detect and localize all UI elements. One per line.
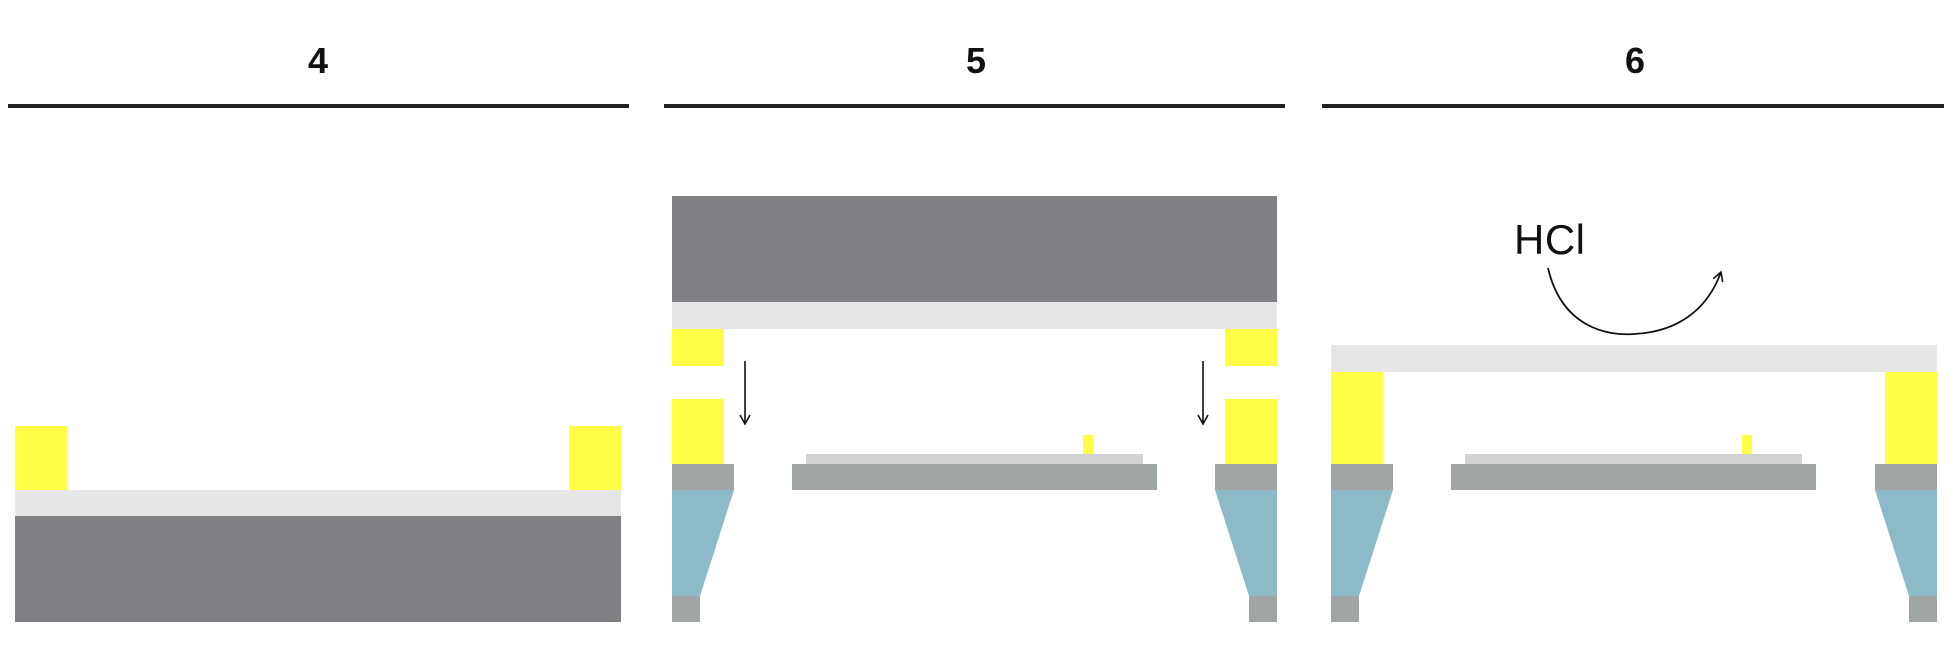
- step-6-sample-dot: [1742, 435, 1752, 454]
- step-5-left-frame: [672, 464, 734, 490]
- step-5-sample-dot: [1083, 435, 1093, 454]
- step-4-substrate: [15, 516, 621, 622]
- step-6-assembly: [1331, 267, 1937, 622]
- step-6-left-frame: [1331, 464, 1393, 490]
- step-6-pillar-right: [1885, 372, 1937, 464]
- step-5-sample-base: [792, 464, 1157, 490]
- step-5-top-pillar-left: [672, 329, 724, 366]
- step-6-pillar-left: [1331, 372, 1383, 464]
- step-5-right-frame: [1215, 464, 1277, 490]
- step-4-pillar-right: [569, 426, 621, 490]
- step-5-left-foot: [672, 596, 700, 622]
- step-5-label: 5: [965, 40, 987, 81]
- step-5-arrows: [739, 361, 1209, 426]
- step-4-light-layer: [15, 490, 621, 516]
- step-6-right-foot: [1909, 596, 1937, 622]
- step-6-sample-layer: [1465, 454, 1802, 464]
- step-6-right-frame: [1875, 464, 1937, 490]
- step-5-top-pillar-right: [1225, 329, 1277, 366]
- step-5-top-light-layer: [672, 302, 1277, 329]
- step-5-right-pillar: [1225, 399, 1277, 464]
- step-5-top-stack: [672, 196, 1277, 366]
- step-4-label: 4: [307, 40, 329, 81]
- step-4-pillar-left: [15, 426, 67, 490]
- step-5-bottom-stack: [672, 399, 1277, 622]
- hcl-label: HCl: [1514, 216, 1586, 263]
- step-6-flow-arrow: [1547, 267, 1724, 336]
- step-6-left-foot: [1331, 596, 1359, 622]
- step-6-right-cone: [1875, 490, 1937, 596]
- step-5-right-foot: [1249, 596, 1277, 622]
- step-5-top-substrate: [672, 196, 1277, 302]
- step-6-top-light-layer: [1331, 345, 1937, 372]
- step-5-sample-layer: [806, 454, 1143, 464]
- step-6-label: 6: [1624, 40, 1646, 81]
- step-6-left-cone: [1331, 490, 1393, 596]
- step-5-left-pillar: [672, 399, 724, 464]
- step-6-sample-base: [1451, 464, 1816, 490]
- step-4-assembly: [15, 426, 621, 622]
- step-5-left-cone: [672, 490, 734, 596]
- step-5-right-cone: [1215, 490, 1277, 596]
